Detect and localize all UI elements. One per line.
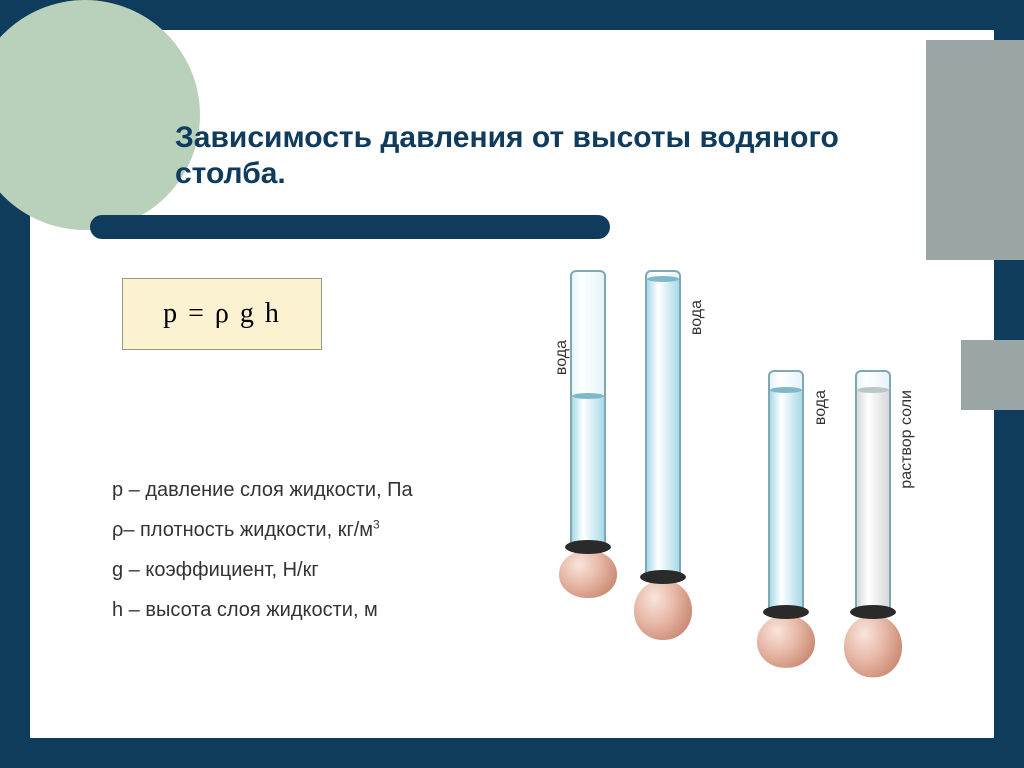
accent-block-top [926, 40, 1024, 260]
slide-background: Зависимость давления от высоты водяного … [30, 30, 994, 738]
tube-3-meniscus [770, 387, 802, 393]
title-underline [90, 215, 610, 239]
tube-2-label: вода [688, 300, 706, 335]
def-g-text: g – коэффициент, Н/кг [112, 559, 319, 581]
tube-2-membrane [634, 576, 692, 628]
tube-1-collar [565, 540, 611, 554]
tube-1-meniscus [572, 393, 604, 399]
tube-2-liquid [647, 279, 679, 578]
def-rho-sup: 3 [373, 517, 380, 531]
tube-4-meniscus [857, 387, 889, 393]
tube-3-liquid [770, 390, 802, 613]
tube-4-collar [850, 605, 896, 619]
tube-3-label: вода [812, 390, 830, 425]
tube-diagram: вода вода вода [550, 260, 990, 720]
tube-4-membrane [844, 611, 902, 663]
def-rho-text: ρ– плотность жидкости, кг/м [112, 519, 373, 541]
tube-1-membrane [559, 546, 617, 598]
slide-title: Зависимость давления от высоты водяного … [175, 120, 935, 192]
def-p: p – давление слоя жидкости, Па [112, 470, 532, 510]
def-p-text: p – давление слоя жидкости, Па [112, 479, 413, 501]
tube-2-bulb [634, 580, 692, 640]
tube-1 [570, 270, 606, 550]
tube-4-bulb [844, 615, 902, 677]
tube-2-collar [640, 570, 686, 584]
def-h: h – высота слоя жидкости, м [112, 590, 532, 630]
tube-1-bulb [559, 550, 617, 598]
tube-4-label: раствор соли [898, 390, 916, 489]
tube-1-liquid [572, 396, 604, 548]
accent-circle [0, 0, 200, 230]
tube-3 [768, 370, 804, 615]
title-area: Зависимость давления от высоты водяного … [175, 120, 935, 192]
tube-2 [645, 270, 681, 580]
formula-box: p = ρ g h [122, 278, 322, 350]
tube-4-liquid [857, 390, 889, 613]
tube-3-membrane [757, 611, 815, 663]
tube-3-bulb [757, 615, 815, 668]
formula-text: p = ρ g h [163, 298, 281, 330]
tube-4 [855, 370, 891, 615]
def-g: g – коэффициент, Н/кг [112, 550, 532, 590]
def-rho: ρ– плотность жидкости, кг/м3 [112, 510, 532, 550]
tube-1-label: вода [553, 340, 571, 375]
definitions-list: p – давление слоя жидкости, Па ρ– плотно… [112, 470, 532, 630]
tube-3-collar [763, 605, 809, 619]
def-h-text: h – высота слоя жидкости, м [112, 599, 378, 621]
